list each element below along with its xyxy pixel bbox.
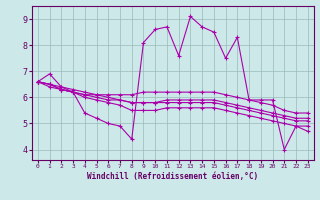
X-axis label: Windchill (Refroidissement éolien,°C): Windchill (Refroidissement éolien,°C): [87, 172, 258, 181]
